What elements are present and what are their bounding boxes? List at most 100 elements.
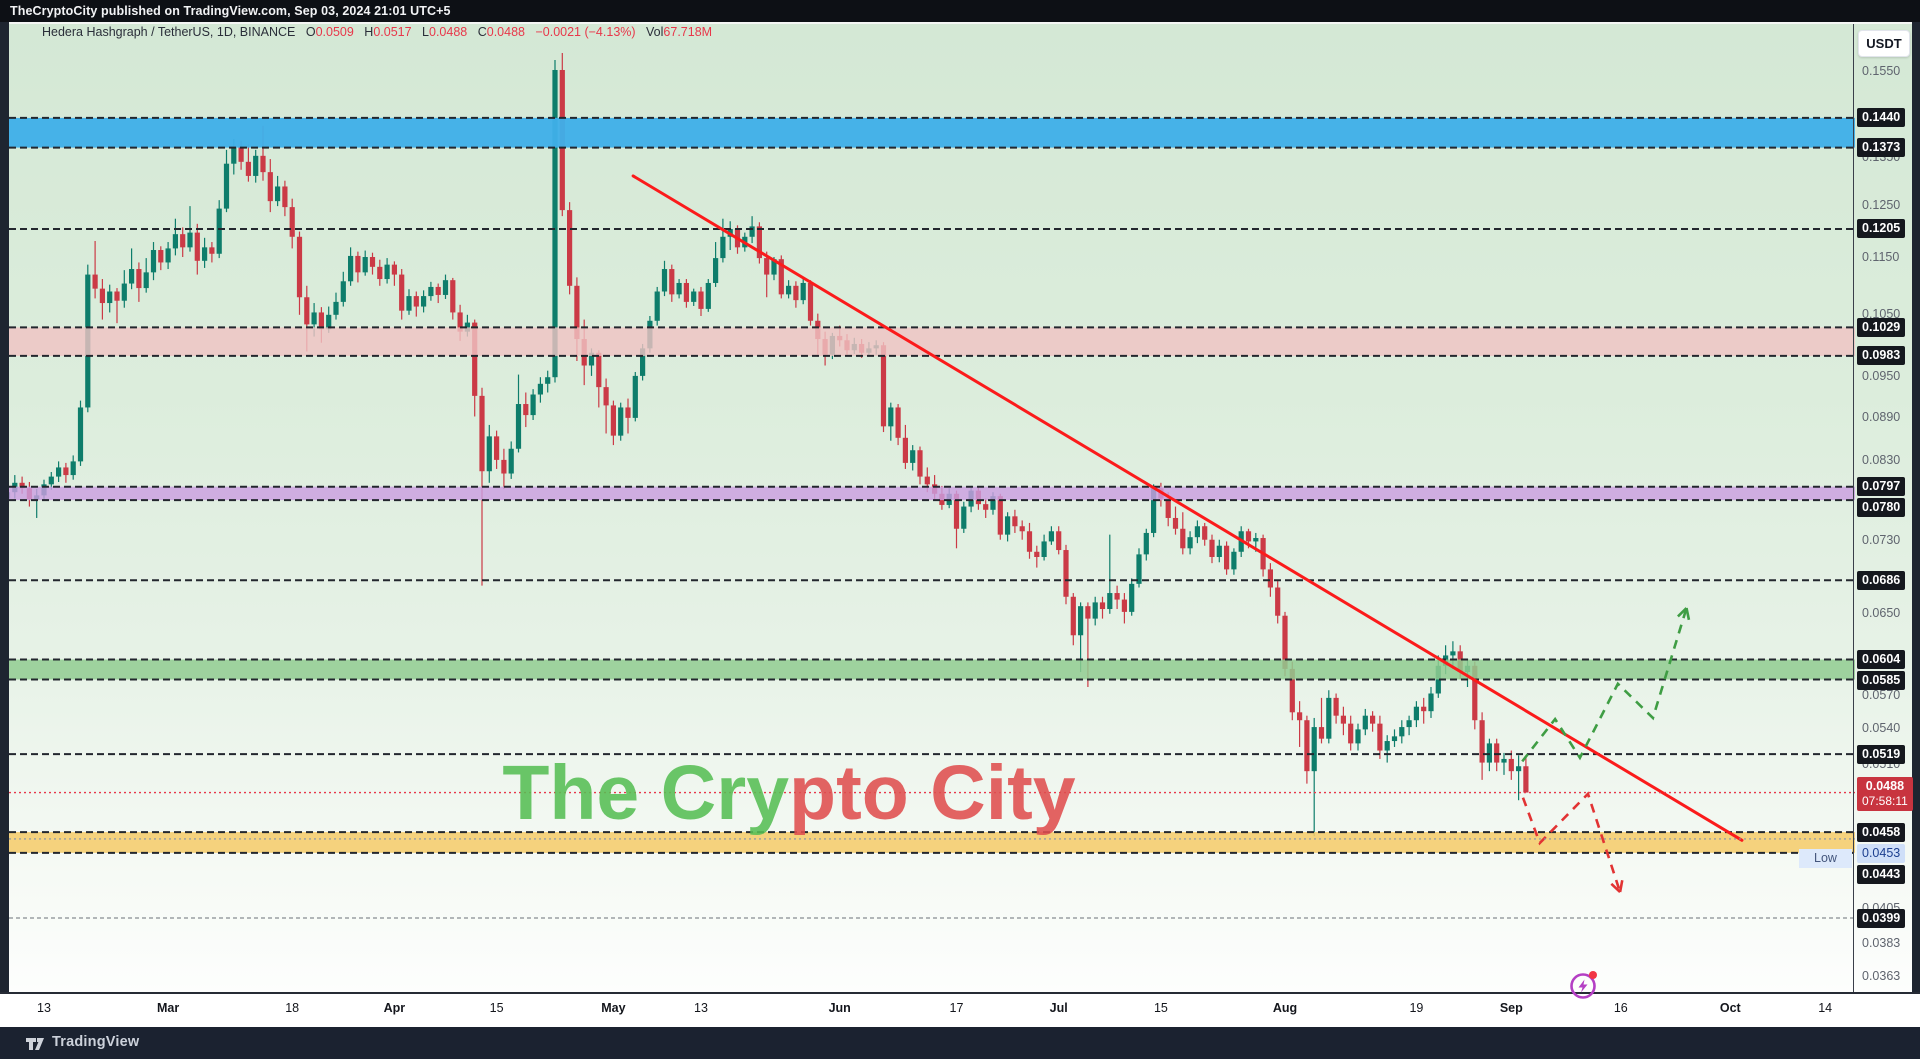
axis-tick-label: 0.0650	[1862, 605, 1901, 620]
last-price-value: 0.0488	[1865, 779, 1905, 793]
axis-tick-label: 0.1050	[1862, 306, 1901, 321]
price-level-badge: 0.0797	[1857, 477, 1906, 497]
candle-body	[1224, 545, 1230, 570]
candle-body	[486, 436, 492, 472]
bearish-path-arrowhead	[1610, 882, 1621, 893]
candle-body	[596, 352, 602, 388]
candle-body	[661, 269, 668, 292]
candle-body	[1034, 551, 1040, 557]
candle-body	[63, 467, 69, 476]
time-axis-label: 15	[489, 1001, 504, 1015]
candle-body	[1289, 668, 1295, 713]
price-level-badge: 0.0585	[1857, 671, 1906, 691]
candle-body	[756, 226, 762, 259]
candle-body	[406, 296, 412, 311]
candle-body	[1377, 723, 1383, 751]
candle-body	[691, 291, 697, 302]
time-axis[interactable]: 13 Mar 18 Apr 15 May 13 Jun 17 Jul 15 Aug 19 Sep 16 Oct…	[0, 992, 1920, 1027]
price-level-badge: 0.1440	[1857, 108, 1906, 128]
last-price-badge: 0.0488 07:58:11	[1857, 777, 1913, 811]
candle-body	[1245, 531, 1252, 542]
divider	[0, 22, 1920, 24]
candle-body	[1121, 599, 1127, 612]
ohlc-open-label: O	[305, 25, 316, 39]
candle-body	[618, 407, 624, 436]
tradingview-brand-text: TradingView	[52, 1034, 140, 1050]
publish-attribution-bar: TheCryptoCity published on TradingView.c…	[0, 0, 1920, 22]
price-level-badge: 0.1029	[1857, 317, 1906, 337]
candle-body	[1209, 539, 1215, 557]
ohlc-high-label: H	[364, 25, 374, 39]
candle-body	[413, 296, 419, 307]
candle-body	[1136, 554, 1142, 584]
price-axis[interactable]: USDT 0.1550 0.1350 0.1250 0.1150 0.1050 0.095…	[1853, 24, 1913, 992]
flash-icon[interactable]	[1560, 961, 1606, 1007]
candle-body	[1216, 545, 1222, 557]
candle-body	[129, 269, 135, 284]
price-level-badge: 0.0604	[1857, 650, 1906, 670]
candle-body	[1340, 715, 1346, 724]
candle-body	[676, 282, 682, 295]
candle-body	[669, 269, 675, 295]
candle-body	[1114, 593, 1120, 600]
axis-tick-label: 0.1550	[1862, 64, 1901, 78]
candle-body	[1413, 706, 1419, 721]
candle-body	[70, 461, 76, 476]
chart-background	[9, 24, 1912, 992]
candle-body	[1063, 550, 1069, 597]
candle-body	[537, 383, 543, 395]
candle-body	[603, 387, 609, 406]
notification-dot	[1589, 971, 1597, 979]
candle-body	[369, 257, 376, 267]
price-level-badge: 0.0983	[1857, 346, 1906, 366]
candle-body	[92, 274, 98, 289]
candle-body	[1143, 532, 1149, 555]
descending-trendline	[631, 174, 1744, 842]
candle-body	[442, 280, 449, 295]
candle-body	[348, 255, 354, 282]
volume-label: Vol	[646, 25, 664, 39]
candle-body	[99, 288, 105, 304]
currency-toggle-button[interactable]: USDT	[1858, 30, 1910, 57]
candle-body	[187, 232, 193, 248]
candle-body	[800, 282, 806, 301]
candle-body	[961, 506, 967, 529]
price-level-badge: 0.0519	[1857, 744, 1906, 764]
candle-body	[158, 250, 164, 263]
bullish-path	[1521, 607, 1688, 763]
candle-body	[296, 236, 303, 298]
candle-body	[1494, 743, 1500, 763]
candle-body	[340, 281, 346, 302]
ohlc-low-label: L	[422, 25, 429, 39]
support-resistance-band	[9, 659, 1855, 680]
candle-body	[77, 407, 84, 462]
symbol-legend: Hedera Hashgraph / TetherUS, 1D, BINANCE…	[42, 25, 712, 39]
candle-body	[1070, 596, 1076, 636]
candle-body	[121, 283, 127, 301]
candle-body	[1318, 727, 1325, 739]
candle-body	[902, 437, 908, 463]
candle-body	[1005, 516, 1011, 535]
candle-body	[523, 404, 529, 416]
candle-body	[223, 163, 230, 209]
candle-body	[260, 155, 266, 173]
candle-body	[1472, 665, 1478, 721]
watermark-part-green: The Cry	[502, 749, 790, 836]
candle-body	[1092, 602, 1098, 619]
candle-body	[318, 312, 324, 330]
candle-body	[552, 69, 558, 378]
candle-body	[1435, 665, 1441, 694]
ohlc-low-value: 0.0488	[429, 25, 468, 39]
bar-countdown: 07:58:11	[1862, 794, 1908, 808]
ohlc-close-value: 0.0488	[486, 25, 525, 39]
time-axis-label: 15	[1153, 1001, 1168, 1015]
candle-body	[501, 459, 507, 474]
axis-tick-label: 0.0363	[1862, 969, 1901, 983]
support-resistance-band	[9, 117, 1855, 148]
candle-body	[1523, 766, 1529, 793]
candle-body	[355, 255, 361, 273]
candle-body	[399, 274, 405, 311]
candle-body	[136, 269, 142, 289]
candle-body	[1202, 526, 1208, 540]
candle-body	[1333, 697, 1339, 716]
